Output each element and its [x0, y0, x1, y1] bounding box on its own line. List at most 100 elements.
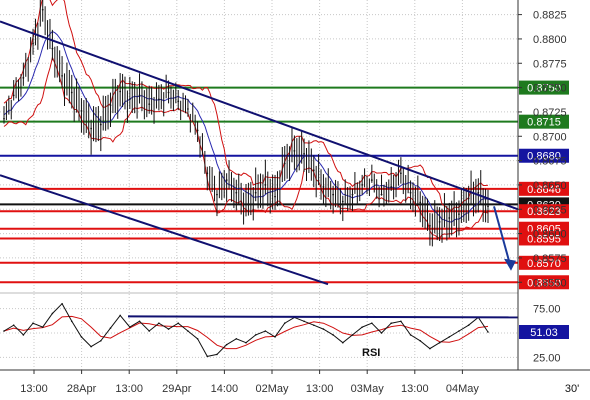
x-tick-label: 28Apr [67, 383, 97, 395]
rsi-point [303, 320, 305, 323]
rsi-point [216, 353, 218, 356]
x-tick-label: 14:00 [211, 383, 239, 395]
rsi-point [196, 338, 199, 340]
rsi-point [371, 322, 373, 325]
price-point [254, 191, 257, 194]
level-tag [519, 231, 569, 246]
channel-upper-trendline [0, 20, 519, 211]
rsi-point [264, 330, 267, 332]
rsi-point [187, 330, 189, 332]
rsi-point [409, 334, 412, 336]
rsi-point [41, 326, 44, 328]
rsi-point [119, 314, 121, 317]
rsi-point [438, 341, 441, 344]
y-tick-label: 0.8725 [533, 107, 567, 119]
level-tag [519, 255, 569, 270]
rsi-point [380, 332, 383, 334]
rsi-point [235, 338, 238, 340]
rsi-point [51, 312, 54, 315]
level-tag [519, 275, 569, 290]
x-tick-label: 13:00 [115, 383, 143, 395]
rsi-point [90, 345, 92, 348]
rsi-point [332, 334, 334, 336]
x-tick-label: 13:00 [20, 383, 48, 395]
price-point [361, 184, 364, 186]
price-point [177, 100, 180, 103]
y-tick-label: 0.8825 [533, 10, 567, 22]
price-point [380, 193, 383, 196]
rsi-point [32, 322, 34, 325]
price-point [51, 47, 54, 50]
price-point [109, 104, 112, 107]
y-tick-label: 0.8700 [533, 131, 567, 143]
y-tick-label: 0.8800 [533, 34, 567, 46]
rsi-point [109, 327, 112, 329]
price-point [32, 42, 34, 45]
rsi-point [400, 320, 402, 323]
rsi-point [322, 328, 325, 330]
price-point [167, 91, 170, 94]
price-point [264, 184, 267, 186]
x-tick-label: 13:00 [306, 383, 334, 395]
channel-lower-trendline [0, 174, 329, 286]
level-label: 0.8550 [527, 277, 561, 289]
price-point [283, 162, 286, 165]
price-point [419, 201, 422, 204]
rsi-point [129, 326, 131, 328]
price-point [90, 127, 93, 130]
price-point [322, 185, 325, 188]
support-resistance-levels: 0.87500.87150.86800.86460.86300.86230.86… [0, 80, 569, 290]
price-point [119, 90, 122, 93]
rsi-point [100, 339, 102, 342]
level-tag [519, 114, 569, 129]
level-label: 0.8570 [527, 258, 561, 270]
price-point [438, 221, 441, 223]
x-tick-label: 13:00 [401, 383, 429, 395]
price-point [187, 108, 189, 110]
y-tick-label: 0.8650 [533, 180, 567, 192]
rsi-point [12, 324, 15, 326]
price-point [312, 169, 315, 172]
price-point [196, 129, 199, 132]
price-point [341, 200, 344, 203]
price-point [128, 98, 131, 101]
rsi-point [254, 334, 257, 336]
rsi-point [167, 328, 170, 330]
price-series [3, 0, 489, 247]
level-label: 0.8680 [527, 151, 561, 163]
price-point [41, 8, 44, 11]
price-point [303, 152, 305, 155]
level-label: 0.8595 [527, 233, 561, 245]
y-tick-label: 0.8600 [533, 229, 567, 241]
level-label: 0.8715 [527, 117, 561, 129]
x-tick-label: 04May [446, 383, 480, 395]
price-point [206, 172, 209, 175]
level-tag [519, 80, 569, 95]
price-point [12, 94, 15, 97]
price-point [332, 193, 335, 196]
price-point [245, 203, 247, 206]
price-point [429, 224, 431, 227]
price-point [458, 213, 460, 216]
price-point [61, 75, 63, 77]
rsi-point [225, 343, 228, 346]
level-tag [519, 181, 569, 196]
level-tag [519, 204, 569, 219]
rsi-point [419, 339, 422, 342]
y-tick-label: 0.8575 [533, 253, 567, 265]
rsi-point [3, 330, 5, 332]
price-point [235, 191, 238, 194]
rsi-point [148, 330, 150, 332]
rsi-point [138, 320, 141, 323]
y-tick-label: 0.8750 [533, 83, 567, 95]
price-point [157, 98, 160, 101]
rsi-tick-label: 75.00 [533, 304, 561, 316]
price-point [225, 179, 228, 181]
rsi-point [487, 331, 489, 333]
rsi-point [177, 322, 180, 325]
rsi-point [458, 330, 460, 332]
